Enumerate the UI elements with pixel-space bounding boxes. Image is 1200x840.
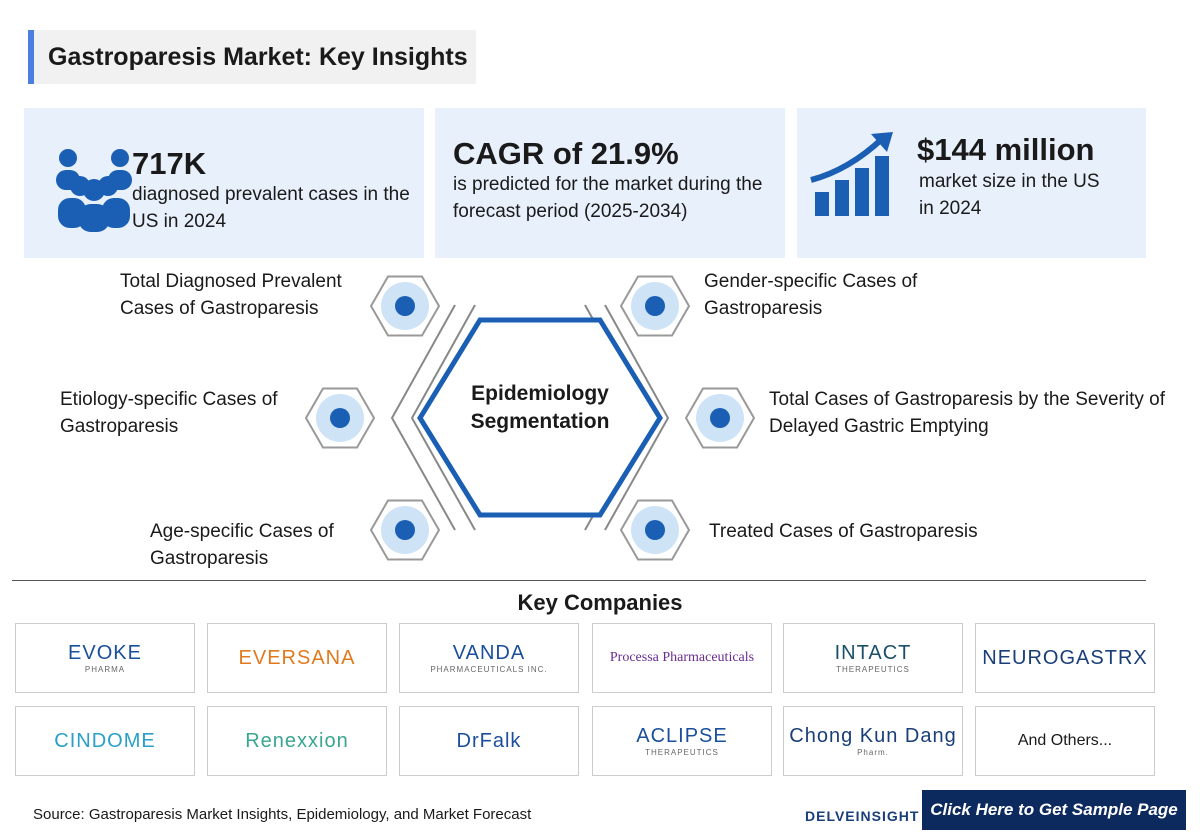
company-logo: And Others... bbox=[975, 706, 1155, 776]
icon-glyph bbox=[645, 296, 665, 316]
title: Gastroparesis Market: Key Insights bbox=[28, 30, 476, 84]
company-logo: ACLIPSE THERAPEUTICS bbox=[592, 706, 772, 776]
segmentation-diagram bbox=[304, 275, 756, 561]
company-logo: EVERSANA bbox=[207, 623, 387, 693]
stat-value: 717K bbox=[132, 146, 207, 181]
company-logo: Processa Pharmaceuticals bbox=[592, 623, 772, 693]
company-name: ACLIPSE bbox=[636, 725, 728, 747]
stat-value: CAGR of 21.9% bbox=[453, 136, 679, 171]
company-name: VANDA bbox=[452, 642, 526, 664]
stat-text: is predicted for the market during the f… bbox=[453, 174, 763, 222]
brand: DELVEINSIGHT bbox=[805, 808, 920, 824]
company-name: Processa Pharmaceuticals bbox=[609, 650, 755, 665]
company-name: EVERSANA bbox=[238, 646, 356, 669]
company-subtitle: THERAPEUTICS bbox=[836, 665, 910, 674]
people-icon bbox=[56, 149, 132, 232]
stat-text: diagnosed prevalent cases in the US in 2… bbox=[132, 184, 410, 232]
stat-text: market size in the US in 2024 bbox=[919, 171, 1100, 219]
company-name: EVOKE bbox=[68, 642, 142, 664]
company-logo: VANDA PHARMACEUTICALS INC. bbox=[399, 623, 579, 693]
company-name: Chong Kun Dang bbox=[789, 725, 957, 747]
segment-label: Treated Cases of Gastroparesis bbox=[709, 521, 978, 542]
company-name: CINDOME bbox=[54, 729, 156, 752]
stat-card: 717K diagnosed prevalent cases in the US… bbox=[24, 108, 424, 258]
segment-label: Total Diagnosed Prevalent Cases of Gastr… bbox=[120, 271, 342, 319]
segment-label: Age-specific Cases of Gastroparesis bbox=[150, 521, 334, 569]
company-name: And Others... bbox=[1017, 732, 1113, 749]
stat-value: $144 million bbox=[917, 132, 1095, 167]
company-subtitle: Pharm. bbox=[857, 748, 889, 757]
stat-card: CAGR of 21.9% is predicted for the marke… bbox=[435, 108, 785, 258]
icon-glyph bbox=[395, 520, 415, 540]
center-label: Epidemiology Segmentation bbox=[470, 382, 610, 433]
company-logo: DrFalk bbox=[399, 706, 579, 776]
icon-glyph bbox=[645, 520, 665, 540]
segment-label: Gender-specific Cases of Gastroparesis bbox=[704, 271, 918, 319]
segment-label: Etiology-specific Cases of Gastroparesis bbox=[60, 389, 278, 437]
companies-title: Key Companies bbox=[517, 590, 683, 615]
company-logo: NEUROGASTRX bbox=[975, 623, 1155, 693]
icon-glyph bbox=[330, 408, 350, 428]
company-subtitle: PHARMA bbox=[84, 665, 126, 674]
sample-button[interactable]: Click Here to Get Sample Page bbox=[922, 790, 1186, 830]
company-name: DrFalk bbox=[456, 729, 522, 752]
source: Source: Gastroparesis Market Insights, E… bbox=[33, 806, 532, 823]
company-logo: CINDOME bbox=[15, 706, 195, 776]
company-logo: INTACT THERAPEUTICS bbox=[783, 623, 963, 693]
growth-icon bbox=[810, 132, 893, 216]
company-logo: EVOKE PHARMA bbox=[15, 623, 195, 693]
company-subtitle: PHARMACEUTICALS INC. bbox=[430, 665, 548, 674]
icon-glyph bbox=[710, 408, 730, 428]
company-subtitle: THERAPEUTICS bbox=[645, 748, 719, 757]
company-name: Renexxion bbox=[245, 729, 349, 752]
segment-label: Total Cases of Gastroparesis by the Seve… bbox=[769, 389, 1166, 437]
company-logo: Renexxion bbox=[207, 706, 387, 776]
company-name: NEUROGASTRX bbox=[982, 646, 1148, 669]
divider bbox=[12, 580, 1146, 581]
company-name: INTACT bbox=[834, 642, 912, 664]
icon-glyph bbox=[395, 296, 415, 316]
company-logo: Chong Kun Dang Pharm. bbox=[783, 706, 963, 776]
stat-card: $144 million market size in the US in 20… bbox=[797, 108, 1146, 258]
